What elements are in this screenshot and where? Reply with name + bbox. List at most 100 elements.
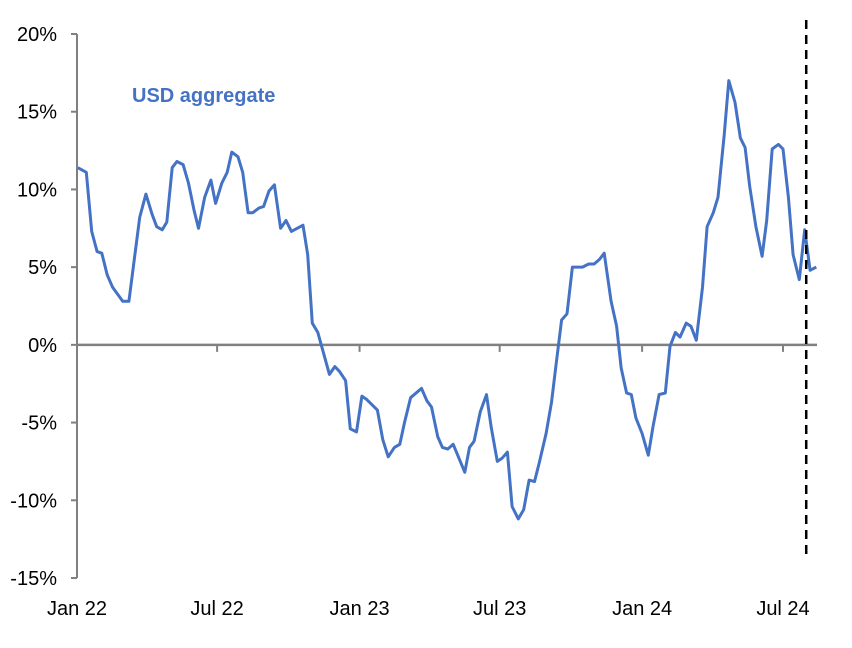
data-point	[100, 252, 103, 255]
data-point	[436, 435, 439, 438]
data-point	[792, 253, 795, 256]
data-point	[566, 312, 569, 315]
data-point	[338, 370, 341, 373]
data-point	[528, 479, 531, 482]
data-point	[734, 101, 737, 104]
data-point	[782, 148, 785, 151]
y-tick-label: 10%	[17, 179, 57, 201]
y-tick-label: 0%	[28, 335, 57, 357]
data-point	[522, 508, 525, 511]
data-point	[664, 392, 667, 395]
data-point	[587, 263, 590, 266]
data-point	[182, 163, 185, 166]
data-point	[365, 398, 368, 401]
data-point	[754, 225, 757, 228]
data-point	[441, 446, 444, 449]
data-point	[403, 421, 406, 424]
data-point	[620, 367, 623, 370]
data-point	[302, 224, 305, 227]
data-point	[111, 286, 114, 289]
data-point	[138, 216, 141, 219]
data-point	[555, 362, 558, 365]
data-point	[777, 143, 780, 146]
data-point	[809, 269, 812, 272]
data-point	[290, 230, 293, 233]
data-point	[452, 443, 455, 446]
series-line-usd-aggregate	[77, 79, 817, 521]
data-point	[192, 208, 195, 211]
data-points	[76, 79, 818, 520]
data-point	[674, 331, 677, 334]
y-tick-label: 5%	[28, 257, 57, 279]
y-tick-label: -10%	[10, 490, 57, 512]
data-point	[610, 300, 613, 303]
x-axis: Jan 22 Jul 22 Jan 23 Jul 23 Jan 24 Jul 24	[47, 343, 817, 620]
data-point	[251, 211, 254, 214]
data-point	[121, 300, 124, 303]
data-point	[430, 406, 433, 409]
data-point	[376, 409, 379, 412]
data-point	[576, 266, 579, 269]
data-point	[76, 166, 79, 169]
data-point	[360, 395, 363, 398]
data-point	[328, 373, 331, 376]
data-point	[127, 300, 130, 303]
data-point	[615, 325, 618, 328]
data-point	[161, 228, 164, 231]
data-point	[490, 426, 493, 429]
data-point	[247, 211, 250, 214]
data-point	[311, 322, 314, 325]
data-point	[533, 480, 536, 483]
data-point	[496, 460, 499, 463]
data-point	[506, 451, 509, 454]
data-point	[550, 401, 553, 404]
data-point	[641, 432, 644, 435]
data-point	[685, 322, 688, 325]
data-point	[560, 319, 563, 322]
data-point	[798, 278, 801, 281]
data-point	[468, 446, 471, 449]
data-point	[446, 448, 449, 451]
data-point	[689, 325, 692, 328]
data-point	[706, 225, 709, 228]
data-point	[316, 331, 319, 334]
data-point	[625, 392, 628, 395]
data-point	[425, 399, 428, 402]
data-point	[203, 196, 206, 199]
data-point	[209, 179, 212, 182]
data-point	[603, 252, 606, 255]
data-point	[630, 393, 633, 396]
data-point	[257, 207, 260, 210]
data-point	[765, 219, 768, 222]
data-point	[226, 171, 229, 174]
data-point	[85, 171, 88, 174]
x-tick-label: Jul 22	[190, 598, 243, 620]
data-point	[175, 160, 178, 163]
data-point	[398, 443, 401, 446]
data-point	[679, 336, 682, 339]
data-point	[197, 227, 200, 230]
data-point	[237, 155, 240, 158]
data-point	[90, 230, 93, 233]
data-point	[517, 517, 520, 520]
data-point	[393, 446, 396, 449]
data-point	[787, 196, 790, 199]
data-point	[634, 416, 637, 419]
data-point	[545, 432, 548, 435]
data-point	[273, 183, 276, 186]
data-point	[593, 263, 596, 266]
data-point	[748, 185, 751, 188]
data-point	[651, 426, 654, 429]
data-point	[355, 430, 358, 433]
y-tick-label: -5%	[21, 413, 57, 435]
data-point	[409, 396, 412, 399]
data-point	[96, 250, 99, 253]
data-point	[349, 427, 352, 430]
data-point	[761, 255, 764, 258]
y-axis: -15% -10% -5% 0% 5% 10% 15% 20%	[10, 24, 78, 590]
x-tick-label: Jul 23	[473, 598, 526, 620]
y-tick-label: 20%	[17, 24, 57, 46]
data-point	[323, 356, 326, 359]
data-point	[214, 202, 217, 205]
